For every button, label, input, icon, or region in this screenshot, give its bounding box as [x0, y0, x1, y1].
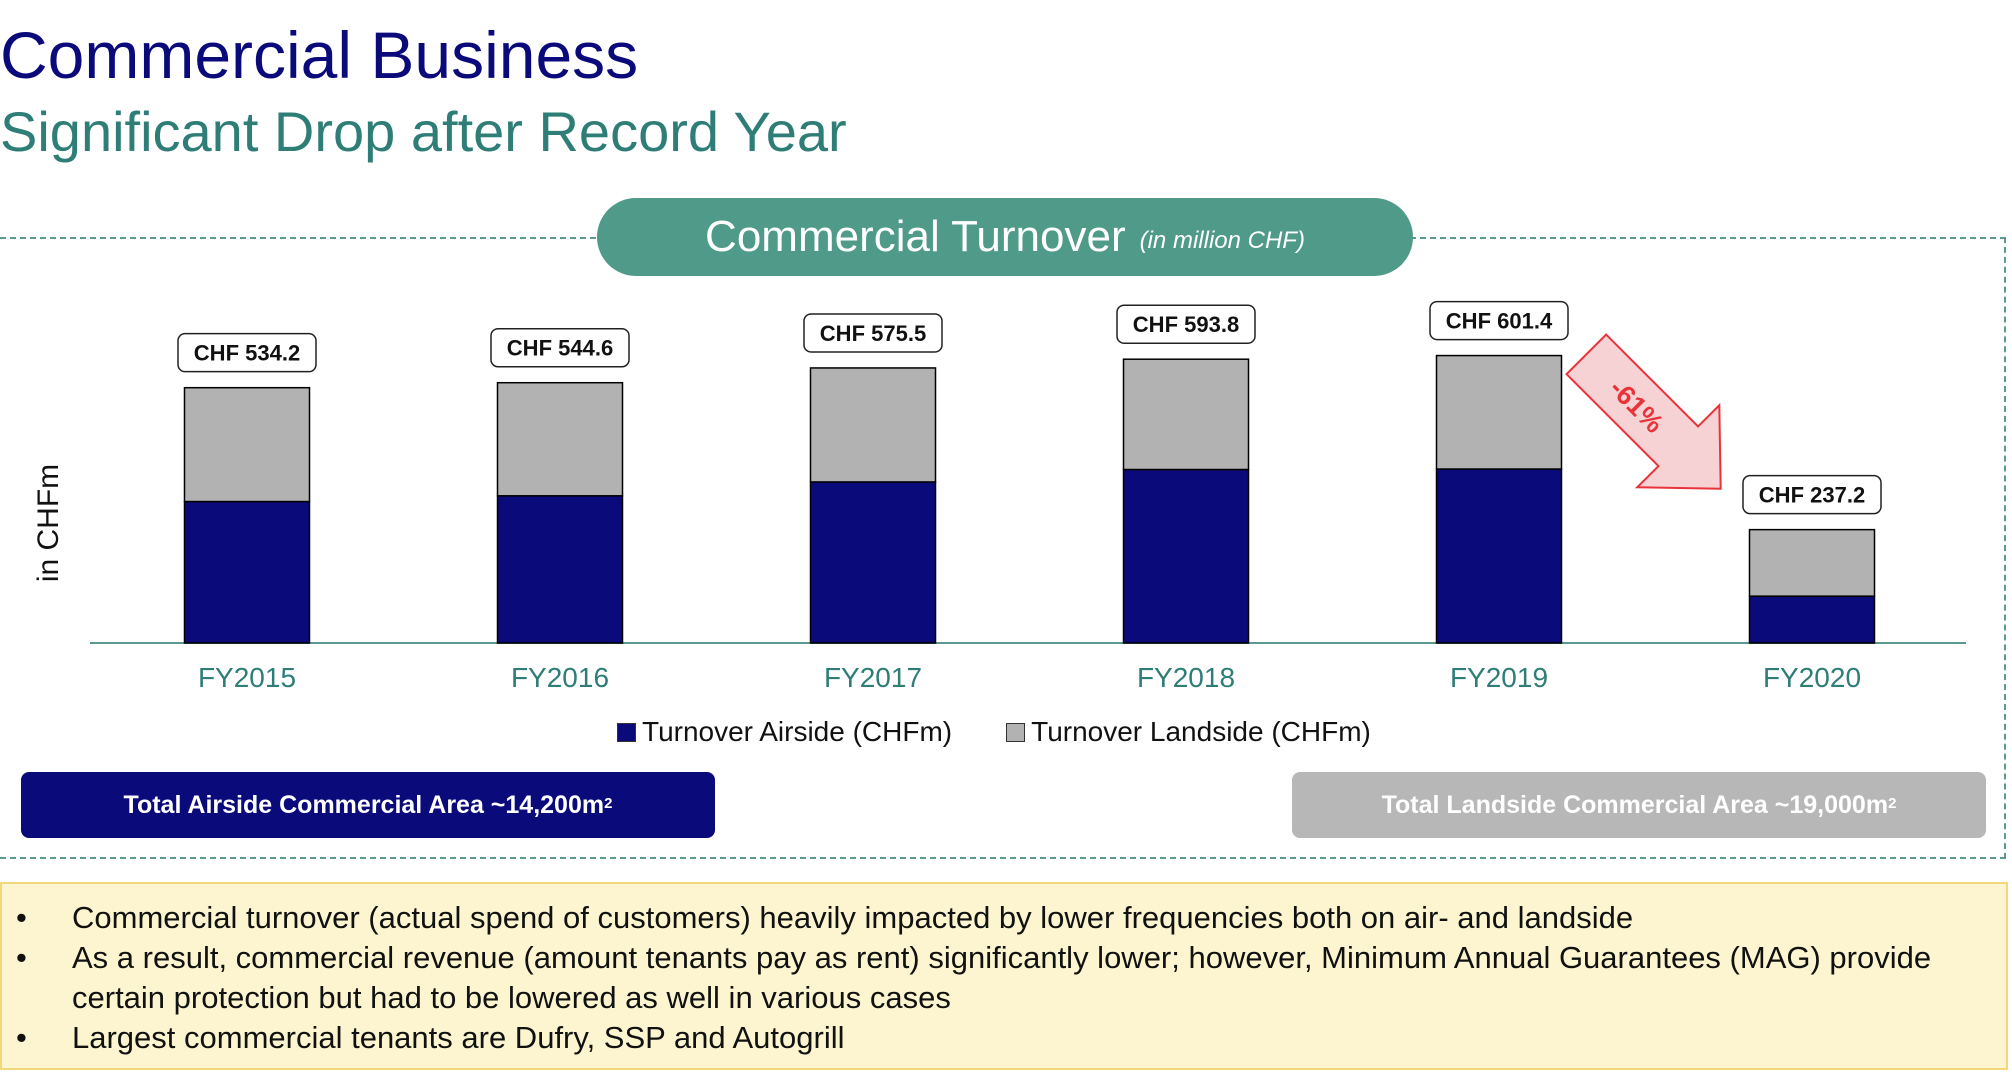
landside-area-text: Total Landside Commercial Area ~19,000m: [1381, 790, 1889, 819]
total-label-box: [490, 327, 630, 368]
legend-item-airside: Turnover Airside (CHFm): [617, 716, 952, 748]
chart-title: Commercial Turnover: [705, 212, 1126, 261]
airside-area-text: Total Airside Commercial Area ~14,200m: [123, 790, 605, 819]
total-label: CHF 593.8: [1133, 312, 1239, 337]
bar-landside-fy2015: [183, 386, 311, 503]
bar-landside-fy2017: [809, 367, 937, 483]
decline-arrow-shape: [1565, 333, 1722, 490]
legend-label-airside: Turnover Airside (CHFm): [642, 716, 953, 747]
total-label-box: [1742, 474, 1882, 515]
x-tick-label: FY2016: [511, 662, 609, 693]
bar-landside-fy2016: [496, 381, 624, 497]
chart-legend: Turnover Airside (CHFm) Turnover Landsid…: [617, 716, 1371, 748]
note-text: Largest commercial tenants are Dufry, SS…: [72, 1020, 845, 1055]
airside-area-sup: 2: [604, 794, 613, 812]
x-tick-label: FY2020: [1763, 662, 1861, 693]
notes-box: • Commercial turnover (actual spend of c…: [0, 882, 2008, 1070]
x-tick-label: FY2019: [1450, 662, 1548, 693]
x-tick-label: FY2017: [824, 662, 922, 693]
legend-label-landside: Turnover Landside (CHFm): [1031, 716, 1371, 747]
bar-landside-fy2019: [1435, 354, 1563, 470]
bar-airside-fy2017: [809, 481, 937, 644]
chart-unit: (in million CHF): [1139, 227, 1305, 254]
note-item: • As a result, commercial revenue (amoun…: [2, 938, 2006, 1018]
landside-area-sup: 2: [1888, 794, 1897, 812]
note-item: • Commercial turnover (actual spend of c…: [2, 898, 2006, 938]
bar-landside-fy2018: [1122, 358, 1250, 471]
stacked-bar-chart: in CHFm FY2015 CHF 534.2 FY2016 CHF 544.6 FY2…: [32, 300, 1966, 693]
x-tick-label: FY2018: [1137, 662, 1235, 693]
bar-landside-fy2020: [1748, 528, 1876, 597]
total-label-box: [803, 313, 943, 353]
page-subtitle: Significant Drop after Record Year: [0, 100, 847, 163]
bar-airside-fy2016: [496, 495, 624, 644]
bullet: •: [16, 900, 27, 935]
total-label-box: [1429, 300, 1569, 341]
y-axis-label: in CHFm: [32, 464, 65, 582]
note-text: Commercial turnover (actual spend of cus…: [72, 900, 1634, 935]
total-label: CHF 237.2: [1759, 483, 1865, 508]
total-label-box: [1116, 304, 1256, 344]
total-label-box: [177, 332, 317, 373]
airside-area-box: Total Airside Commercial Area ~14,200m 2: [21, 772, 715, 838]
note-text: As a result, commercial revenue (amount …: [72, 940, 1932, 1015]
landside-area-box: Total Landside Commercial Area ~19,000m 2: [1292, 772, 1986, 838]
bullet: •: [16, 1020, 27, 1055]
x-tick-label: FY2015: [198, 662, 296, 693]
decline-arrow: -61%: [1565, 333, 1722, 490]
bar-airside-fy2015: [183, 500, 311, 644]
chart-title-pill: Commercial Turnover (in million CHF): [597, 198, 1413, 276]
legend-swatch-airside: [617, 722, 636, 742]
total-label: CHF 544.6: [507, 336, 613, 361]
bar-airside-fy2018: [1122, 468, 1250, 644]
total-label: CHF 601.4: [1446, 309, 1553, 334]
legend-swatch-landside: [1006, 722, 1026, 742]
bar-airside-fy2020: [1748, 595, 1876, 644]
legend-item-landside: Turnover Landside (CHFm): [1006, 716, 1371, 748]
page-title: Commercial Business: [0, 18, 639, 92]
total-label: CHF 575.5: [820, 321, 926, 346]
bullet: •: [16, 940, 27, 975]
note-item: • Largest commercial tenants are Dufry, …: [2, 1018, 2006, 1058]
bar-airside-fy2019: [1435, 468, 1563, 644]
total-label: CHF 534.2: [194, 341, 300, 366]
